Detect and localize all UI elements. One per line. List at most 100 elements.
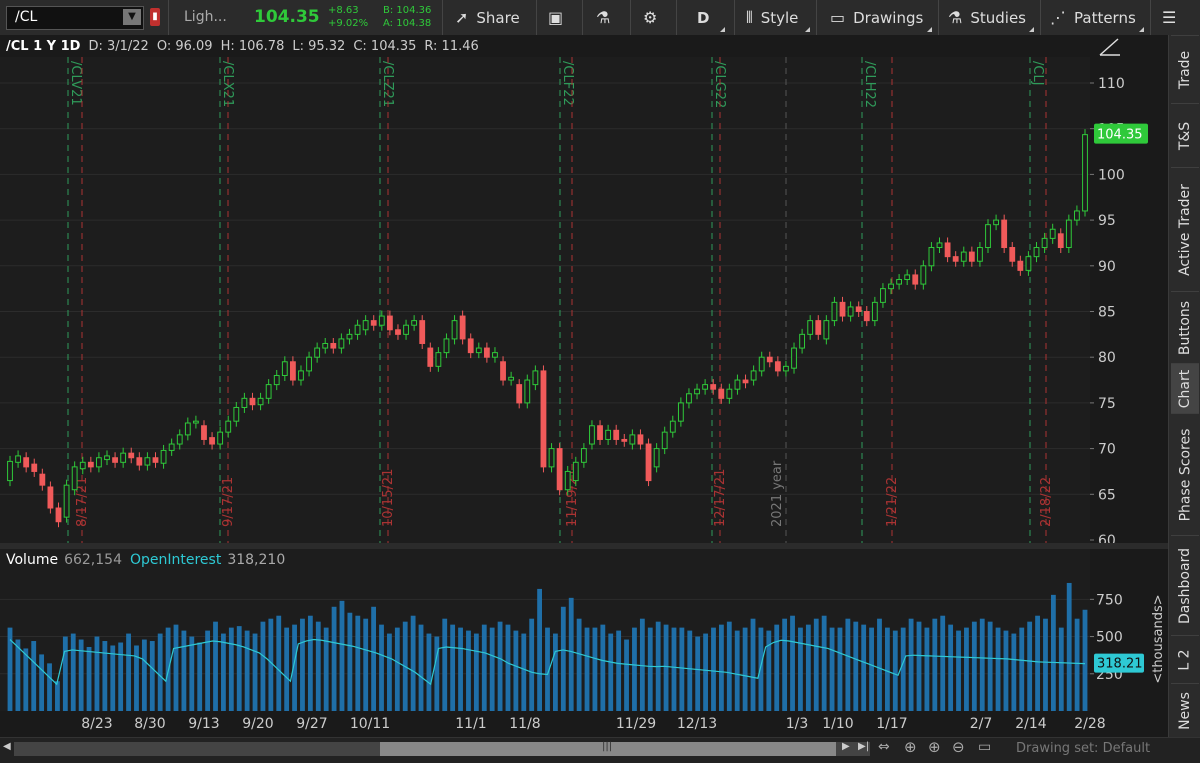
flask-icon: ⚗ [596, 8, 611, 27]
candle-body [968, 251, 975, 262]
candle-body [55, 507, 62, 523]
drawings-button[interactable]: ▭ Drawings [830, 0, 934, 35]
volume-bar [537, 588, 543, 711]
candle-body [645, 443, 652, 482]
chevron-down-icon[interactable]: ▼ [123, 9, 141, 25]
price-axis[interactable]: 1101051009590858075706560Hi: 106.78104.3… [1014, 35, 1168, 549]
volume-bar [70, 633, 76, 711]
scroll-thumb[interactable]: ||| [380, 741, 836, 756]
volume-bar [1066, 582, 1072, 711]
chart-toolbar: /CL ▼ ▮ Ligh... 104.35 +8.63 +9.02% B: 1… [0, 0, 1200, 36]
candle-body [451, 320, 458, 340]
fit-icon[interactable]: ▭ [978, 739, 992, 755]
scroll-left-icon[interactable]: ◀ [3, 741, 11, 752]
candle-body [726, 388, 733, 399]
separator [676, 0, 677, 35]
volume-tick-label: 500 [1096, 630, 1123, 646]
tab-label: T&S [1177, 121, 1194, 151]
candle-body [880, 288, 886, 303]
volume-bar [426, 633, 432, 711]
drawings-label: Drawings [853, 8, 924, 27]
volume-bar [908, 618, 914, 711]
tab-time-and-sales[interactable]: T&S [1171, 103, 1199, 168]
candle-body [629, 434, 636, 445]
candle-body [152, 457, 159, 463]
share-button[interactable]: ➚ Share [455, 0, 520, 35]
tab-dashboard[interactable]: Dashboard [1171, 535, 1199, 636]
tab-trade[interactable]: Trade [1171, 35, 1199, 104]
scroll-right-icon[interactable]: ▶ [842, 741, 850, 752]
volume-bar [869, 627, 874, 711]
volume-pane[interactable]: 750 500 250 <thousands> 318.21 [0, 549, 1166, 711]
candle-body [912, 274, 919, 285]
flask-button[interactable]: ⚗ [596, 0, 618, 35]
bar-range: R: 11.46 [424, 38, 479, 54]
drawing-set-label[interactable]: Drawing set: Default [1016, 741, 1151, 756]
volume-bar [86, 646, 92, 711]
price-chart[interactable]: /CLV21/CLX21/CLZ21/CLF22/CLG22/CLH22/CLJ… [0, 57, 1090, 543]
tab-buttons[interactable]: Buttons [1171, 291, 1199, 364]
pane-divider[interactable] [0, 543, 1168, 549]
volume-bar [734, 630, 740, 711]
volume-bar [355, 615, 361, 711]
candle-body [702, 384, 709, 390]
candle-body [241, 397, 248, 408]
volume-bar [252, 633, 258, 711]
candle-body [1001, 219, 1008, 249]
candle-body [952, 256, 959, 262]
price-chart-area[interactable]: /CLV21/CLX21/CLZ21/CLF22/CLG22/CLH22/CLJ… [0, 57, 1090, 543]
tab-active-trader[interactable]: Active Trader [1171, 167, 1199, 292]
bar-open: O: 96.09 [156, 38, 213, 54]
candle-body [847, 306, 854, 317]
volume-bar [766, 630, 772, 711]
symbol-value: /CL [15, 9, 38, 25]
style-button[interactable]: ⫴ Style [746, 0, 812, 35]
zoom-in-icon[interactable]: ⊕ [928, 738, 941, 756]
volume-bar [39, 654, 45, 711]
tab-level-2[interactable]: L 2 [1171, 635, 1199, 684]
tab-news[interactable]: News [1171, 683, 1199, 738]
alert-flag-icon[interactable]: ▮ [150, 8, 160, 26]
candle-body [192, 420, 199, 424]
crosshair-icon[interactable]: ⊕ [904, 738, 917, 756]
candle-body [1033, 247, 1040, 258]
menu-button[interactable]: ☰ [1162, 0, 1184, 35]
expand-icon[interactable]: ⇔ [878, 739, 890, 755]
price-tick-label: 75 [1098, 396, 1116, 412]
date-axis[interactable]: 8/23 8/30 9/13 9/20 9/27 10/11 11/1 11/8 11/29 12… [0, 711, 1168, 737]
volume-bar [861, 624, 867, 711]
separator [1150, 0, 1151, 35]
candle-body [556, 448, 563, 491]
studies-button[interactable]: ⚗ Studies [948, 0, 1036, 35]
tab-chart[interactable]: Chart [1171, 363, 1199, 414]
volume-bar [916, 621, 922, 711]
volume-bar [23, 648, 29, 711]
volume-bar [55, 681, 60, 711]
chart-scrollbar[interactable]: ◀ ||| ▶ ▶| ⇔ ⊕ ⊕ ⊖ ▭ Drawing set: Defaul… [0, 737, 1200, 763]
tab-phase-scores[interactable]: Phase Scores [1171, 413, 1199, 536]
volume-bar [315, 621, 321, 711]
separator [630, 0, 631, 35]
candle-body [920, 265, 927, 285]
open-interest-line [9, 638, 1086, 686]
candle-body [653, 448, 660, 468]
symbol-selector[interactable]: /CL ▼ [6, 6, 144, 30]
candle-body [322, 342, 329, 349]
date-tick-label: 10/11 [350, 716, 390, 732]
tab-label: Phase Scores [1177, 428, 1194, 522]
scroll-end-icon[interactable]: ▶| [858, 741, 870, 752]
zoom-out-icon[interactable]: ⊖ [952, 738, 965, 756]
snapshot-button[interactable]: ▣ [548, 0, 571, 35]
settings-button[interactable]: ⚙ [643, 0, 665, 35]
price-tool-icon[interactable] [1099, 38, 1120, 56]
share-label: Share [476, 8, 520, 27]
aggregation-selector[interactable]: D [697, 0, 727, 35]
patterns-button[interactable]: ⋰ Patterns [1050, 0, 1146, 35]
candle-body [839, 301, 846, 317]
candle-body [120, 452, 127, 463]
share-icon: ➚ [455, 8, 469, 27]
volume-bar [118, 642, 124, 711]
volume-bar [1027, 621, 1033, 711]
candle-body [669, 420, 676, 433]
